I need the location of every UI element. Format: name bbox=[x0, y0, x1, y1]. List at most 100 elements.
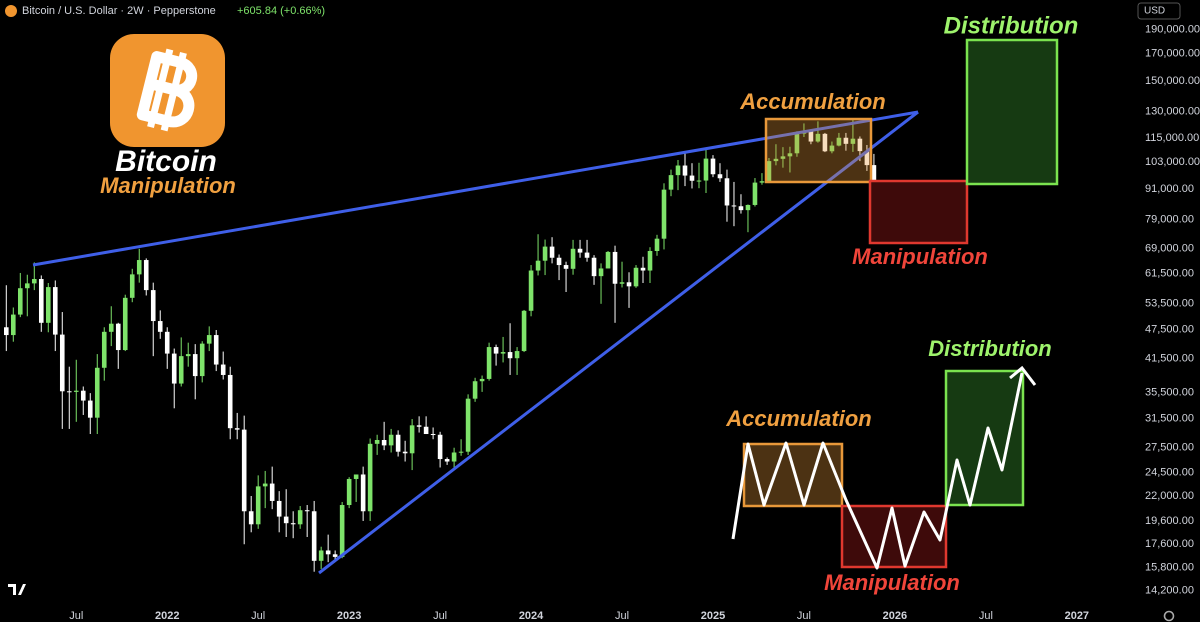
candle-body bbox=[199, 343, 205, 377]
currency-button[interactable] bbox=[1137, 2, 1181, 20]
candle-body bbox=[682, 165, 688, 176]
logo-subtitle: Manipulation bbox=[100, 173, 236, 198]
candle-body bbox=[423, 426, 429, 435]
y-tick-label: 150,000.00 bbox=[1145, 75, 1200, 87]
candle-body bbox=[185, 354, 191, 357]
candle-body bbox=[745, 204, 751, 211]
y-tick-label: 69,000.00 bbox=[1145, 243, 1194, 255]
candle-body bbox=[402, 451, 408, 454]
candle-body bbox=[479, 378, 485, 382]
candle-body bbox=[766, 161, 772, 182]
manipulation-zone bbox=[868, 179, 969, 245]
candle-body bbox=[129, 274, 135, 298]
candle-body bbox=[626, 282, 632, 287]
settings-icon[interactable] bbox=[1163, 610, 1175, 622]
candle-body bbox=[675, 165, 681, 176]
candle-body bbox=[24, 283, 30, 289]
schema-label: Manipulation bbox=[824, 570, 960, 595]
candle-body bbox=[227, 374, 233, 429]
candle-body bbox=[213, 335, 219, 365]
candle-body bbox=[395, 434, 401, 452]
candle-body bbox=[17, 288, 23, 315]
candle-body bbox=[269, 483, 275, 501]
candle-body bbox=[276, 500, 282, 517]
schema-path bbox=[731, 372, 1024, 570]
candle-body bbox=[311, 511, 317, 561]
candle-body bbox=[297, 510, 303, 525]
candle-body bbox=[857, 138, 863, 152]
candle-body bbox=[374, 440, 380, 444]
candle-body bbox=[101, 331, 107, 368]
candle-body bbox=[45, 287, 51, 323]
y-tick-label: 27,500.00 bbox=[1145, 442, 1194, 454]
candle-body bbox=[388, 434, 394, 446]
price-axis: 190,000.00 170,000.00 150,000.00 130,000.00… bbox=[1145, 24, 1200, 597]
candle-body bbox=[87, 400, 93, 418]
candle-body bbox=[451, 452, 457, 462]
candle-body bbox=[598, 268, 604, 277]
x-tick-label: 2027 bbox=[1065, 610, 1089, 622]
candle-body bbox=[472, 381, 478, 399]
y-tick-label: 170,000.00 bbox=[1145, 48, 1200, 60]
candle-body bbox=[500, 352, 506, 354]
y-tick-label: 17,600.00 bbox=[1145, 538, 1194, 550]
candle-body bbox=[780, 156, 786, 159]
candle-body bbox=[150, 290, 156, 322]
candle-body bbox=[290, 523, 296, 525]
candle-body bbox=[346, 478, 352, 506]
candle-body bbox=[759, 181, 765, 183]
candle-body bbox=[465, 398, 471, 452]
x-tick-label: 2024 bbox=[519, 610, 544, 622]
y-tick-label: 53,500.00 bbox=[1145, 298, 1194, 310]
candle-body bbox=[444, 459, 450, 462]
candle-body bbox=[339, 505, 345, 557]
candle-body bbox=[822, 133, 828, 152]
candle-body bbox=[157, 321, 163, 332]
candle-body bbox=[80, 390, 86, 401]
x-tick-label: Jul bbox=[979, 610, 993, 622]
candle-body bbox=[773, 158, 779, 162]
y-tick-label: 47,500.00 bbox=[1145, 323, 1194, 335]
y-tick-label: 190,000.00 bbox=[1145, 24, 1200, 36]
candle-body bbox=[325, 550, 331, 555]
candle-body bbox=[164, 331, 170, 354]
candle-body bbox=[521, 310, 527, 352]
zone-label: Accumulation bbox=[739, 89, 885, 114]
candle-body bbox=[332, 554, 338, 557]
candle-body bbox=[528, 270, 534, 311]
candle-body bbox=[612, 251, 618, 284]
candle-body bbox=[696, 180, 702, 182]
candle-body bbox=[647, 250, 653, 271]
y-tick-label: 22,000.00 bbox=[1145, 490, 1194, 502]
y-tick-label: 35,500.00 bbox=[1145, 386, 1194, 398]
candle-body bbox=[815, 133, 821, 142]
candle-body bbox=[640, 267, 646, 271]
candle-body bbox=[262, 483, 268, 487]
candle-body bbox=[10, 314, 16, 336]
candle-body bbox=[31, 279, 37, 284]
candle-body bbox=[619, 282, 625, 284]
candle-body bbox=[829, 145, 835, 152]
x-tick-label: Jul bbox=[433, 610, 447, 622]
candle-body bbox=[241, 429, 247, 512]
candle-body bbox=[689, 175, 695, 181]
x-tick-label: 2022 bbox=[155, 610, 179, 622]
accumulation-zone bbox=[764, 117, 873, 184]
candle-body bbox=[381, 440, 387, 446]
candle-body bbox=[703, 158, 709, 181]
candle-body bbox=[409, 425, 415, 454]
x-tick-label: 2025 bbox=[701, 610, 725, 622]
candle-body bbox=[731, 205, 737, 207]
zone-label: Manipulation bbox=[852, 244, 988, 269]
candle-body bbox=[122, 297, 128, 351]
symbol-title: Bitcoin / U.S. Dollar · 2W · Pepperstone bbox=[22, 5, 216, 17]
y-tick-label: 31,500.00 bbox=[1145, 412, 1194, 424]
time-axis: Jul 2022 Jul 2023 Jul 2024 Jul 2025 Jul 2026 Jul 20… bbox=[69, 610, 1089, 622]
currency-label: USD bbox=[1144, 6, 1165, 17]
candle-body bbox=[752, 182, 758, 205]
candle-body bbox=[738, 206, 744, 211]
candle-body bbox=[430, 434, 436, 436]
candle-body bbox=[668, 175, 674, 190]
bitcoin-glyph bbox=[136, 48, 198, 132]
